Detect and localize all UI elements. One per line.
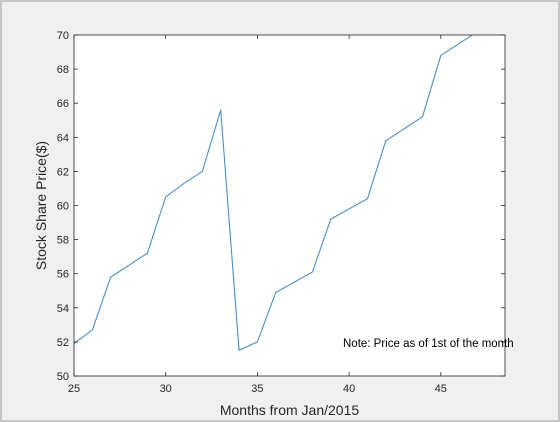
y-tick-label: 64 bbox=[57, 132, 69, 144]
y-tick-label: 58 bbox=[57, 235, 69, 247]
y-tick-label: 60 bbox=[57, 201, 69, 213]
x-tick-label: 45 bbox=[435, 383, 447, 395]
plot-area bbox=[74, 35, 505, 376]
y-tick-label: 52 bbox=[57, 337, 69, 349]
chart-annotation: Note: Price as of 1st of the month bbox=[343, 338, 514, 350]
y-tick-label: 70 bbox=[57, 30, 69, 42]
x-tick-label: 35 bbox=[251, 383, 263, 395]
x-tick-label: 30 bbox=[160, 383, 172, 395]
x-tick-label: 25 bbox=[68, 383, 80, 395]
y-tick-label: 62 bbox=[57, 166, 69, 178]
y-tick-label: 54 bbox=[57, 303, 69, 315]
y-axis-label: Stock Share Price($) bbox=[33, 141, 49, 270]
series-line bbox=[74, 35, 474, 351]
y-tick-label: 50 bbox=[57, 371, 69, 383]
y-tick-label: 66 bbox=[57, 98, 69, 110]
x-tick-label: 40 bbox=[343, 383, 355, 395]
y-tick-label: 56 bbox=[57, 269, 69, 281]
y-tick-label: 68 bbox=[57, 64, 69, 76]
x-axis-label: Months from Jan/2015 bbox=[220, 402, 360, 418]
